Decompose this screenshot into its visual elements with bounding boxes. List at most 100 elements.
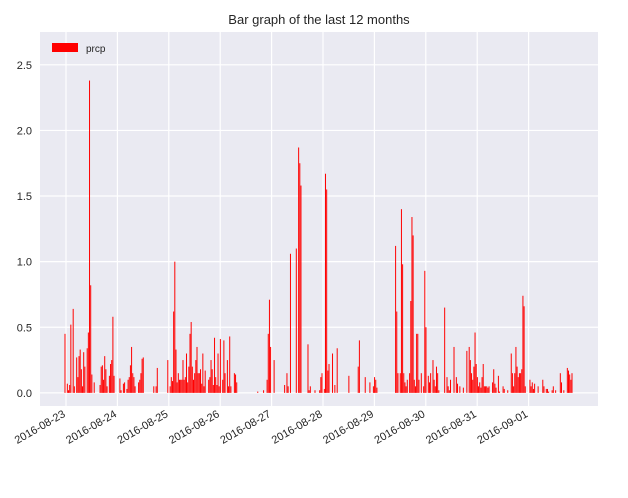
bar (104, 356, 106, 393)
bar (348, 375, 350, 393)
bar (548, 391, 550, 393)
bar (178, 379, 180, 393)
bar (286, 373, 288, 393)
bar (203, 386, 205, 393)
bar (376, 387, 378, 393)
bar (522, 295, 524, 393)
bar (112, 316, 114, 393)
bar (175, 349, 177, 393)
bar (295, 248, 297, 393)
bar (89, 80, 91, 393)
bar (101, 365, 103, 393)
bar (202, 353, 204, 393)
bar (417, 333, 419, 393)
bar (502, 386, 504, 393)
bar (409, 373, 411, 393)
bar (433, 379, 435, 393)
bar (212, 385, 214, 393)
bar (357, 366, 359, 393)
bar (140, 373, 142, 393)
bar (569, 374, 571, 393)
bar (111, 360, 113, 393)
x-tick-labels: 2016-08-232016-08-242016-08-252016-08-26… (13, 408, 530, 447)
bar (129, 365, 131, 393)
bar (91, 374, 93, 393)
bar (226, 360, 228, 393)
bar (428, 382, 430, 393)
bar (308, 390, 310, 393)
bar (523, 306, 525, 393)
bar (218, 386, 220, 393)
bar (82, 386, 84, 393)
bar (119, 378, 121, 393)
legend: prcp (52, 43, 106, 55)
bar (215, 377, 217, 393)
bar (229, 336, 231, 393)
bar (134, 386, 136, 393)
bar (507, 390, 509, 393)
bar (66, 383, 68, 393)
bar (200, 369, 202, 393)
bar (567, 370, 569, 393)
bar (170, 377, 172, 393)
bar (427, 375, 429, 393)
x-tick-label: 2016-08-25 (116, 408, 171, 447)
bar (108, 375, 110, 393)
bar (542, 379, 544, 393)
bar (169, 386, 171, 393)
bar (532, 388, 534, 393)
bars (64, 80, 573, 393)
bar (197, 373, 199, 393)
bar (494, 383, 496, 393)
bar (472, 379, 474, 393)
bar (420, 373, 422, 393)
bar (514, 373, 516, 393)
bar (216, 385, 218, 393)
bar (485, 386, 487, 393)
bar (90, 285, 92, 393)
y-tick-label: 1.5 (17, 191, 32, 203)
bar (228, 386, 230, 393)
bar (546, 388, 548, 393)
bar (495, 387, 497, 393)
bar (131, 346, 133, 393)
bar (478, 386, 480, 393)
bar (190, 322, 192, 393)
bar (68, 390, 70, 393)
x-tick-label: 2016-08-23 (13, 408, 68, 447)
bar (404, 382, 406, 393)
bar (332, 353, 334, 393)
bar (69, 385, 71, 393)
bar (563, 390, 565, 393)
bar (187, 382, 189, 393)
bar (412, 235, 414, 393)
bar (189, 333, 191, 393)
bar (468, 346, 470, 393)
bar (64, 333, 66, 393)
x-tick-label: 2016-08-27 (218, 408, 273, 447)
bar (517, 377, 519, 393)
bar (230, 386, 232, 393)
bar (481, 377, 483, 393)
bar (403, 373, 405, 393)
bar (453, 346, 455, 393)
bar (320, 377, 322, 393)
bar (529, 379, 531, 393)
bar (80, 369, 82, 393)
bar (214, 337, 216, 393)
bar (208, 379, 210, 393)
bar (72, 308, 74, 393)
bar (543, 386, 545, 393)
bar (122, 383, 124, 393)
bar (520, 373, 522, 393)
bar (457, 383, 459, 393)
bar (77, 377, 79, 393)
bar (466, 350, 468, 393)
y-tick-label: 2.5 (17, 60, 32, 72)
bar (84, 366, 86, 393)
bar (437, 373, 439, 393)
bar (459, 386, 461, 393)
bar (447, 386, 449, 393)
bar (78, 356, 80, 393)
bar (132, 373, 134, 393)
